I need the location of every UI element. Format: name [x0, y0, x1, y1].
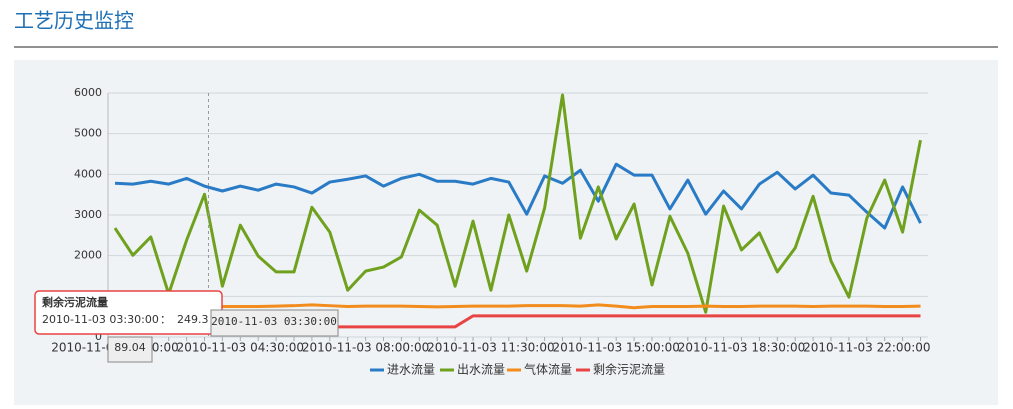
crosshair-y-box	[107, 336, 153, 363]
x-tick-label: 2010-11-03 11:30:00	[427, 341, 554, 355]
series-line	[113, 93, 922, 314]
tooltip-value: 249.3	[177, 313, 209, 326]
series-line	[114, 303, 921, 310]
crosshair-x-box	[210, 309, 339, 337]
legend-label: 剩余污泥流量	[593, 362, 665, 377]
tooltip-title: 剩余污泥流量	[42, 295, 108, 309]
x-tick-label: 2010-11-03 15:00:00	[552, 341, 679, 355]
x-tick-label: 2010-11-03 18:30:00	[678, 341, 805, 355]
y-tick-label: 4000	[74, 167, 102, 180]
legend-label: 进水流量	[387, 363, 435, 377]
crosshair-y-label: 89.04	[114, 341, 146, 354]
page-title: 工艺历史监控	[14, 9, 134, 33]
y-tick-label: 5000	[74, 127, 102, 140]
x-tick-label: 2010-11-03 08:00:00	[302, 341, 429, 355]
legend-label: 气体流量	[524, 362, 572, 377]
tooltip-separator: ：	[160, 313, 171, 326]
crosshair-x-label: 2010-11-03 03:30:00	[211, 315, 337, 328]
series-line	[114, 162, 922, 230]
x-tick-label: 2010-11-03 22:00:00	[803, 341, 930, 355]
y-tick-label: 2000	[74, 249, 102, 262]
y-tick-label: 6000	[74, 86, 102, 99]
legend-label: 出水流量	[457, 363, 505, 377]
tooltip-time: 2010-11-03 03:30:00	[42, 313, 159, 326]
x-tick-label: 2010-11-03 04:30:00	[177, 341, 304, 355]
y-tick-label: 0	[95, 330, 102, 343]
y-tick-label: 3000	[74, 208, 102, 221]
